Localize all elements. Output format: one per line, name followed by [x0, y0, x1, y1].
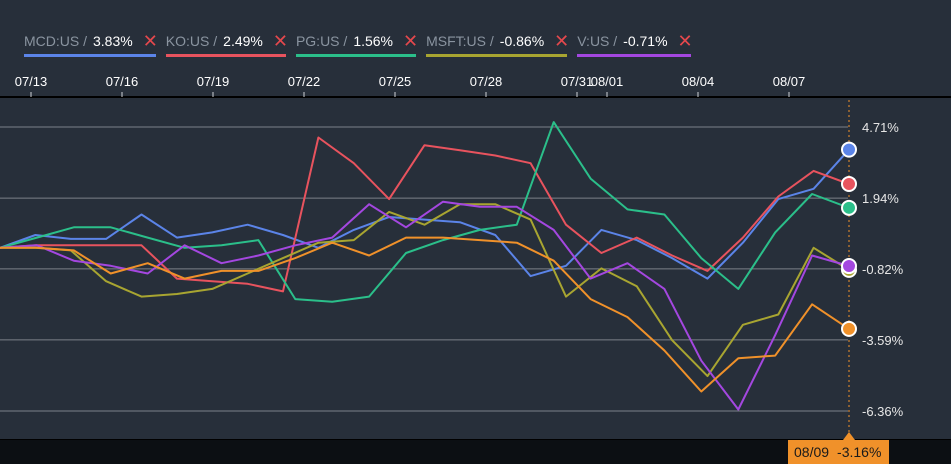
legend-value: 2.49%	[223, 33, 263, 49]
series-line	[0, 203, 850, 378]
series-line	[0, 236, 850, 393]
series-end-point	[841, 199, 857, 216]
series-line	[0, 148, 850, 280]
y-tick-label: -0.82%	[862, 262, 904, 277]
crosshair-value: -3.16%	[837, 444, 882, 460]
legend-color-bar	[577, 54, 691, 57]
y-tick-label: -3.59%	[862, 333, 904, 348]
remove-series-icon[interactable]: ✕	[554, 30, 570, 51]
legend-symbol: PG:US /	[295, 33, 348, 49]
remove-series-icon[interactable]: ✕	[677, 30, 693, 51]
y-tick-label: 1.94%	[862, 191, 899, 206]
x-tick-label: 07/28	[470, 74, 503, 89]
legend-value: -0.86%	[499, 33, 545, 49]
legend: MCD:US / 3.83% ✕ KO:US / 2.49% ✕ PG:US /…	[24, 28, 701, 57]
legend-item-mcd[interactable]: MCD:US / 3.83% ✕	[24, 28, 166, 57]
series-line	[0, 200, 850, 411]
series-end-point	[841, 141, 857, 158]
remove-series-icon[interactable]: ✕	[142, 30, 158, 51]
remove-series-icon[interactable]: ✕	[272, 30, 288, 51]
x-tick-label: 07/19	[197, 74, 230, 89]
x-tick-label: 08/04	[682, 74, 715, 89]
crosshair-date: 08/09	[794, 444, 830, 460]
series-end-point	[841, 175, 857, 192]
legend-item-ko[interactable]: KO:US / 2.49% ✕	[165, 28, 296, 57]
x-tick-label: 07/13	[15, 74, 48, 89]
x-tick-label: 08/07	[773, 74, 806, 89]
x-tick-label: 07/22	[288, 74, 321, 89]
legend-color-bar	[24, 54, 156, 57]
series-line	[0, 136, 850, 293]
x-tick-label: 08/01	[591, 74, 624, 89]
legend-item-v[interactable]: V:US / -0.71% ✕	[577, 28, 700, 57]
crosshair-marker	[843, 432, 855, 440]
legend-symbol: KO:US /	[165, 33, 218, 49]
legend-item-msft[interactable]: MSFT:US / -0.86% ✕	[426, 28, 577, 57]
legend-value: 1.56%	[353, 33, 394, 49]
legend-color-bar	[426, 54, 568, 57]
series-end-point	[841, 320, 857, 337]
legend-color-bar	[165, 54, 286, 57]
x-tick-label: 07/16	[106, 74, 139, 89]
legend-symbol: MSFT:US /	[426, 33, 494, 49]
crosshair-badge: 08/09 -3.16%	[788, 440, 890, 464]
legend-value: -0.71%	[623, 33, 668, 49]
x-tick-label: 07/31	[561, 74, 594, 89]
legend-item-pg[interactable]: PG:US / 1.56% ✕	[295, 28, 426, 57]
legend-value: 3.83%	[93, 33, 133, 49]
series-end-point	[841, 258, 857, 275]
remove-series-icon[interactable]: ✕	[403, 30, 419, 51]
y-tick-label: -6.36%	[862, 404, 904, 419]
legend-symbol: MCD:US /	[24, 33, 87, 49]
legend-color-bar	[295, 54, 417, 57]
y-tick-label: 4.71%	[862, 120, 899, 135]
series-line	[0, 121, 850, 303]
legend-symbol: V:US /	[577, 33, 618, 49]
x-tick-label: 07/25	[379, 74, 412, 89]
